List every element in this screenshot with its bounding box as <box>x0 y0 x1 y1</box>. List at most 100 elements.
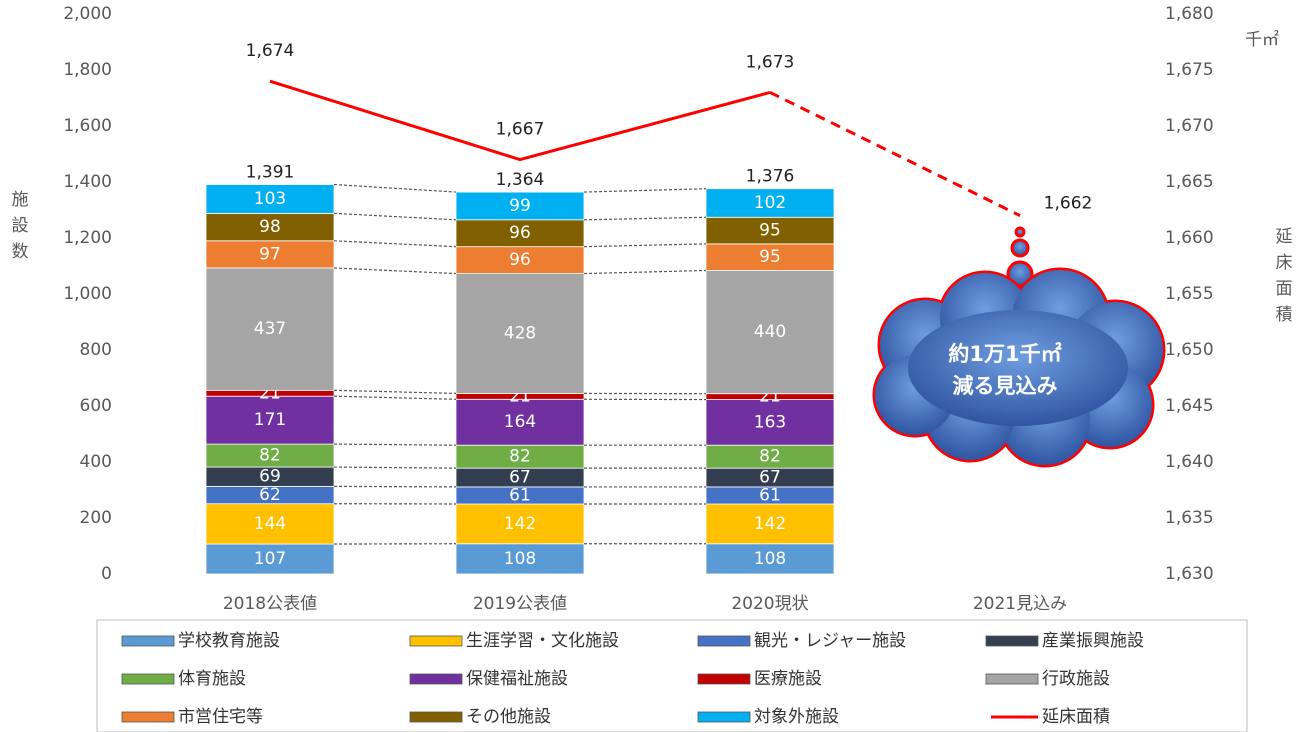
y2-unit: 千㎡ <box>1245 30 1279 50</box>
y-tick-label: 1,000 <box>63 284 112 304</box>
annotation-text: 約1万1千㎡ <box>948 342 1061 366</box>
cloud-core <box>908 310 1128 426</box>
y-tick-label: 1,600 <box>63 116 112 136</box>
data-label: 62 <box>259 485 281 505</box>
data-label: 144 <box>254 514 286 534</box>
legend-label: 医療施設 <box>754 669 822 689</box>
legend-label: 体育施設 <box>178 669 246 689</box>
y-tick-label: 400 <box>80 452 112 472</box>
connector-line <box>334 390 456 393</box>
y2-tick-label: 1,665 <box>1165 172 1214 192</box>
data-label: 107 <box>254 549 286 569</box>
data-label: 67 <box>509 468 531 488</box>
y2-tick-label: 1,675 <box>1165 60 1214 80</box>
connector-line <box>334 444 456 445</box>
legend-swatch <box>122 712 174 722</box>
data-label: 163 <box>754 412 786 432</box>
y2-tick-label: 1,630 <box>1165 564 1214 584</box>
data-label: 82 <box>759 447 781 467</box>
data-label: 103 <box>254 189 286 209</box>
legend-label: その他施設 <box>466 707 551 727</box>
y-tick-label: 0 <box>101 564 112 584</box>
y2-tick-label: 1,670 <box>1165 116 1214 136</box>
y-tick-label: 1,200 <box>63 228 112 248</box>
data-label: 67 <box>759 468 781 488</box>
data-label: 82 <box>509 447 531 467</box>
legend-swatch <box>986 636 1038 646</box>
legend-label: 対象外施設 <box>754 707 839 727</box>
data-label: 108 <box>754 549 786 569</box>
connector-line <box>584 270 706 273</box>
legend-label: 市営住宅等 <box>178 707 263 727</box>
y-tick-label: 1,800 <box>63 60 112 80</box>
legend-label: 生涯学習・文化施設 <box>466 631 619 651</box>
total-label: 1,376 <box>746 167 795 187</box>
data-label: 99 <box>509 196 531 216</box>
legend-swatch <box>410 636 462 646</box>
line-label: 1,662 <box>1044 194 1093 214</box>
data-label: 61 <box>759 485 781 505</box>
y2-tick-label: 1,645 <box>1165 396 1214 416</box>
connector-line <box>584 189 706 192</box>
y-tick-label: 600 <box>80 396 112 416</box>
y2-tick-label: 1,650 <box>1165 340 1214 360</box>
line-label: 1,673 <box>746 52 795 72</box>
legend-label: 観光・レジャー施設 <box>754 631 906 651</box>
data-label: 142 <box>754 514 786 534</box>
legend-swatch <box>986 674 1038 684</box>
data-label: 96 <box>509 223 531 243</box>
legend-swatch <box>698 712 750 722</box>
data-label: 102 <box>754 193 786 213</box>
x-tick-label: 2019公表値 <box>473 594 567 614</box>
data-label: 171 <box>254 410 286 430</box>
connector-line <box>334 396 456 399</box>
legend-swatch <box>122 674 174 684</box>
data-label: 142 <box>504 514 536 534</box>
x-tick-label: 2021見込み <box>973 594 1067 614</box>
data-label: 96 <box>509 250 531 270</box>
data-label: 108 <box>504 549 536 569</box>
legend-label: 保健福祉施設 <box>466 669 568 689</box>
data-label: 97 <box>259 244 281 264</box>
y-tick-label: 1,400 <box>63 172 112 192</box>
cloud-bubble <box>1012 240 1028 256</box>
chart: 0 200 400 600 800 1,000 1,200 1,400 1,600 1,800 2,… <box>0 0 1304 732</box>
data-label: 95 <box>759 221 781 241</box>
connector-line <box>334 467 456 468</box>
y2-tick-label: 1,660 <box>1165 228 1214 248</box>
total-label: 1,364 <box>496 170 545 190</box>
legend-swatch <box>698 636 750 646</box>
data-label: 98 <box>259 217 281 237</box>
y2-tick-label: 1,655 <box>1165 284 1214 304</box>
connector-line <box>584 217 706 220</box>
x-tick-label: 2020現状 <box>731 594 808 614</box>
data-label: 82 <box>259 446 281 466</box>
cloud-bubble <box>1016 228 1024 236</box>
data-label: 69 <box>259 467 281 487</box>
y2-tick-label: 1,640 <box>1165 452 1214 472</box>
data-label: 437 <box>254 319 286 339</box>
total-label: 1,391 <box>246 163 295 183</box>
legend-label: 延床面積 <box>1042 707 1110 727</box>
line-label: 1,667 <box>496 120 545 140</box>
connector-line <box>334 241 456 247</box>
y-tick-label: 2,000 <box>63 4 112 24</box>
legend-label: 産業振興施設 <box>1042 631 1144 651</box>
connector-line <box>334 268 456 274</box>
legend-swatch <box>410 674 462 684</box>
data-label: 95 <box>759 247 781 267</box>
annotation-text: 減る見込み <box>953 374 1058 398</box>
connector-line <box>334 486 456 487</box>
legend-label: 学校教育施設 <box>178 631 280 651</box>
y2-tick-label: 1,635 <box>1165 508 1214 528</box>
y-tick-label: 800 <box>80 340 112 360</box>
y-tick-label: 200 <box>80 508 112 528</box>
legend-swatch <box>698 674 750 684</box>
data-label: 164 <box>504 412 536 432</box>
line-label: 1,674 <box>246 41 295 61</box>
data-label: 428 <box>504 323 536 343</box>
y-axis-title: 施設数 <box>12 190 29 262</box>
x-tick-label: 2018公表値 <box>223 594 317 614</box>
legend-swatch <box>122 636 174 646</box>
data-label: 440 <box>754 322 786 342</box>
